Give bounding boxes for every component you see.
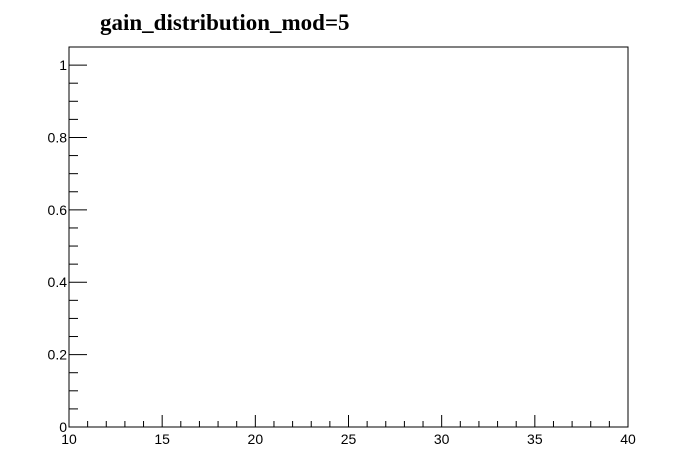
y-tick-label: 0.8 — [48, 129, 68, 145]
x-tick-label: 10 — [61, 431, 77, 447]
x-axis: 10 15 20 25 30 35 40 — [61, 415, 636, 447]
x-tick-label: 25 — [341, 431, 357, 447]
x-tick-label: 35 — [527, 431, 543, 447]
x-tick-label: 20 — [248, 431, 264, 447]
y-tick-label: 0.2 — [48, 347, 68, 363]
y-tick-label: 0.6 — [48, 202, 68, 218]
x-tick-label: 30 — [434, 431, 450, 447]
y-axis: 0 0.2 0.4 0.6 0.8 1 — [48, 46, 87, 435]
y-tick-label: 1 — [59, 57, 67, 73]
x-tick-label: 15 — [154, 431, 170, 447]
x-tick-label: 40 — [620, 431, 636, 447]
y-tick-label: 0.4 — [48, 274, 68, 290]
y-tick-label: 0 — [59, 419, 67, 435]
chart-title: gain_distribution_mod=5 — [100, 10, 350, 35]
plot-frame — [68, 46, 629, 428]
